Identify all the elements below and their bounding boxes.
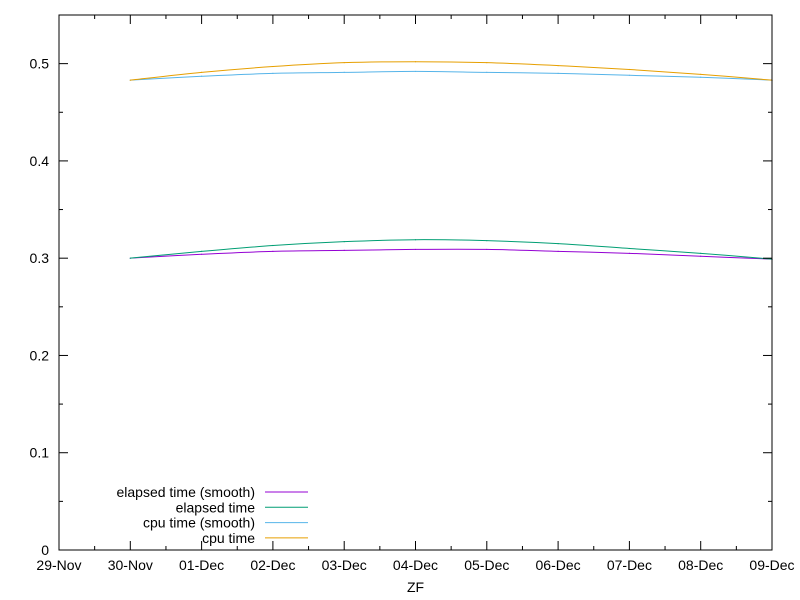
data-point xyxy=(557,242,559,245)
data-point xyxy=(201,250,203,252)
data-point xyxy=(414,239,417,241)
data-point xyxy=(201,71,203,73)
x-tick-label: 08-Dec xyxy=(678,557,723,573)
x-tick-label: 30-Nov xyxy=(108,557,153,573)
data-point xyxy=(700,255,702,257)
data-point xyxy=(343,241,345,243)
x-tick-label: 03-Dec xyxy=(322,557,367,573)
series-line-0 xyxy=(130,248,773,260)
data-point xyxy=(700,73,702,75)
data-point xyxy=(201,253,203,255)
data-point xyxy=(201,75,203,77)
data-point xyxy=(414,61,417,63)
data-point xyxy=(700,252,702,254)
y-tick-label: 0.2 xyxy=(30,347,50,363)
x-axis-ticks: 29-Nov 30-Nov 01-Dec 02-Dec 03-Dec 04-Dec 05-D… xyxy=(36,15,795,573)
data-point xyxy=(557,64,559,67)
data-point xyxy=(557,250,559,252)
y-tick-label: 0.1 xyxy=(30,445,50,461)
data-point xyxy=(343,71,345,73)
y-tick-label: 0 xyxy=(41,542,49,558)
legend-label: cpu time (smooth) xyxy=(143,515,255,531)
x-axis-label: ZF xyxy=(407,579,424,595)
data-point xyxy=(272,65,274,68)
data-point xyxy=(628,247,631,250)
data-point xyxy=(486,71,488,73)
y-axis-ticks: 0 0.1 0.2 0.3 0.4 0.5 xyxy=(30,14,772,558)
data-point xyxy=(628,252,631,254)
y-tick-label: 0.3 xyxy=(30,250,50,266)
data-point xyxy=(628,68,631,71)
plot-frame xyxy=(58,14,773,551)
x-tick-label: 02-Dec xyxy=(250,557,295,573)
x-tick-label: 04-Dec xyxy=(393,557,438,573)
data-point xyxy=(272,250,274,252)
data-point xyxy=(272,244,274,247)
x-tick-label: 29-Nov xyxy=(36,557,81,573)
data-point xyxy=(272,72,274,74)
legend-label: elapsed time (smooth) xyxy=(116,484,255,500)
data-point xyxy=(700,76,702,78)
x-tick-label: 09-Dec xyxy=(749,557,794,573)
series-line-1 xyxy=(130,239,773,260)
data-point xyxy=(129,79,131,81)
y-tick-label: 0.5 xyxy=(30,56,50,72)
y-tick-label: 0.4 xyxy=(30,153,50,169)
series-line-2 xyxy=(130,70,773,81)
data-point xyxy=(628,74,631,76)
x-tick-label: 05-Dec xyxy=(464,557,509,573)
legend-label: cpu time xyxy=(202,530,255,546)
series-line-3 xyxy=(130,61,773,81)
data-point xyxy=(343,249,345,251)
data-point xyxy=(343,62,345,64)
data-point xyxy=(486,248,488,251)
data-point xyxy=(486,62,488,64)
data-point xyxy=(486,240,488,242)
x-tick-label: 07-Dec xyxy=(607,557,652,573)
data-point xyxy=(414,248,417,251)
series-layer xyxy=(129,61,773,260)
x-tick-label: 06-Dec xyxy=(536,557,581,573)
data-point xyxy=(557,72,559,74)
data-point xyxy=(129,257,131,259)
legend-label: elapsed time xyxy=(176,499,256,515)
axes xyxy=(58,14,773,551)
data-point xyxy=(414,70,417,73)
x-tick-label: 01-Dec xyxy=(179,557,224,573)
